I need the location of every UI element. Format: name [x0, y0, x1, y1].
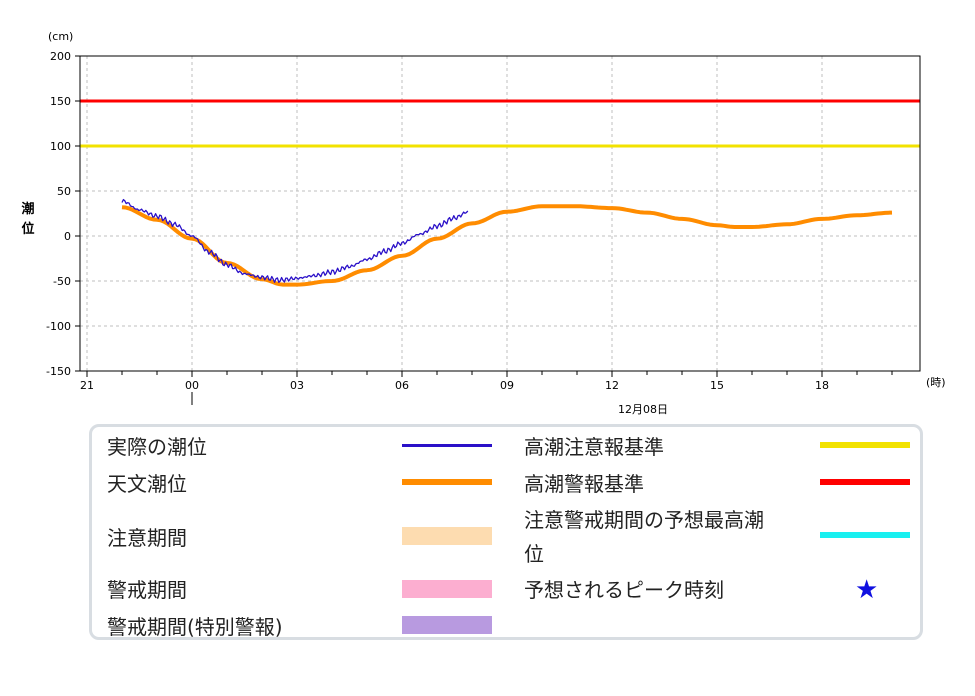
series-lines: [121, 198, 893, 287]
legend-label-actual: 実際の潮位: [107, 435, 207, 459]
y-axis-label-2: 位: [21, 221, 34, 237]
legend-swatch-warning-period: [402, 580, 492, 598]
legend-label-peak-time: 予想されるピーク時刻: [524, 578, 724, 602]
legend-swatch-actual: [402, 444, 492, 447]
y-tick-label: -50: [53, 275, 71, 288]
x-unit-label: (時): [926, 376, 946, 389]
y-tick-label: 0: [64, 230, 71, 243]
x-tick-label: 00: [185, 379, 199, 392]
y-tick-label: -150: [46, 365, 71, 378]
y-tick-label: -100: [46, 320, 71, 333]
y-axis-label-1: 潮: [21, 201, 34, 217]
legend-swatch-astro: [402, 479, 492, 485]
legend-label-astro: 天文潮位: [107, 472, 187, 496]
legend-label-warning-std: 高潮警報基準: [524, 472, 644, 496]
y-tick-label: 100: [50, 140, 71, 153]
peak-star-icon: ★: [855, 575, 879, 605]
x-tick-label: 18: [815, 379, 829, 392]
legend-swatch-warning-special: [402, 616, 492, 634]
legend-label-warning-special: 警戒期間(特別警報): [107, 615, 283, 639]
legend-label-advisory-std: 高潮注意報基準: [524, 435, 664, 459]
series-line-actual: [121, 198, 469, 283]
x-tick-label: 12: [605, 379, 619, 392]
y-unit-label: (cm): [48, 30, 73, 43]
x-tick-label: 21: [80, 379, 94, 392]
legend-swatch-advisory-std: [820, 442, 910, 448]
legend: 実際の潮位 天文潮位 注意期間 警戒期間 警戒期間(特別警報) 高潮注意報基準 …: [89, 424, 923, 640]
legend-label-peak-forecast-1: 注意警戒期間の予想最高潮: [524, 508, 764, 532]
x-tick-label: 03: [290, 379, 304, 392]
x-tick-label: 06: [395, 379, 409, 392]
legend-label-warning-period: 警戒期間: [107, 578, 187, 602]
y-tick-label: 150: [50, 95, 71, 108]
axis-ticks: 200 150 100 50 0 -50 -100 -150 21 00 03 06 09 12 15 18: [46, 50, 893, 405]
x-tick-label: 09: [500, 379, 514, 392]
legend-swatch-warning-std: [820, 479, 910, 485]
x-tick-label: 15: [710, 379, 724, 392]
legend-label-caution-period: 注意期間: [107, 526, 187, 550]
y-tick-label: 200: [50, 50, 71, 63]
y-tick-label: 50: [57, 185, 71, 198]
legend-swatch-caution-period: [402, 527, 492, 545]
date-label: 12月08日: [618, 403, 668, 416]
legend-swatch-peak-forecast: [820, 532, 910, 538]
threshold-lines: [80, 99, 920, 148]
plot-frame: [79, 55, 921, 372]
legend-label-peak-forecast-2: 位: [524, 542, 544, 566]
